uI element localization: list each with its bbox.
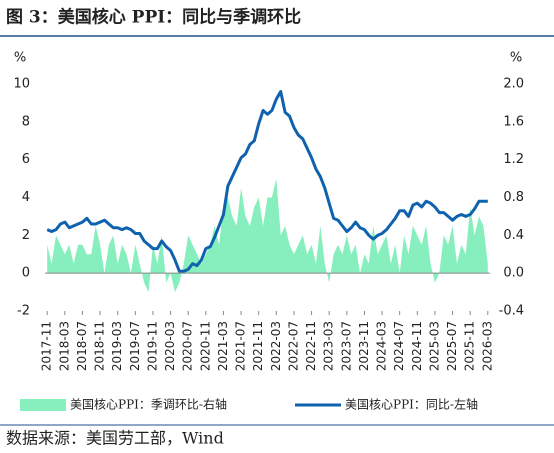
x-tick-label: 2021-11 xyxy=(251,321,265,371)
x-tick-label: 2018-07 xyxy=(75,321,89,371)
x-tick-label: 2019-03 xyxy=(110,321,124,371)
x-tick-label: 2025-03 xyxy=(427,321,441,371)
x-tick-label: 2019-07 xyxy=(128,321,142,371)
x-tick-label: 2022-07 xyxy=(286,321,300,371)
x-tick-label: 2022-03 xyxy=(269,321,283,371)
x-tick-label: 2024-03 xyxy=(375,321,389,371)
x-tick-label: 2018-03 xyxy=(57,321,71,371)
x-tick-label: 2022-11 xyxy=(304,321,318,371)
x-tick-label: 2024-07 xyxy=(392,321,406,371)
y2-tick-label: 1.6 xyxy=(503,114,524,129)
source: 数据来源：美国劳工部，Wind xyxy=(6,429,224,448)
area xyxy=(47,178,488,293)
line xyxy=(46,90,488,273)
x-tick-label: 2018-11 xyxy=(93,321,107,371)
x-tick-label: 2026-03 xyxy=(480,321,494,371)
y-tick-label: 4 xyxy=(22,190,30,205)
y-tick-label: 0 xyxy=(22,266,30,281)
y2-tick-label: 0.0 xyxy=(503,266,524,281)
x-tick-label: 2021-03 xyxy=(216,321,230,371)
chart-title: 图 3：美国核心 PPI：同比与季调环比 xyxy=(6,7,301,28)
x-tick-label: 2023-07 xyxy=(339,321,353,371)
y2-unit: % xyxy=(510,51,522,66)
legend-label: 美国核心PPI：同比-左轴 xyxy=(345,397,478,412)
legend-swatch xyxy=(20,399,66,411)
y-unit: % xyxy=(14,51,26,66)
x-tick-label: 2017-11 xyxy=(40,321,54,371)
legend-label: 美国核心PPI：季调环比-右轴 xyxy=(70,397,227,412)
y2-tick-label: 0.4 xyxy=(503,228,524,243)
x-tick-label: 2020-07 xyxy=(181,321,195,371)
y2-tick-label: -0.4 xyxy=(499,304,524,319)
x-tick-label: 2025-11 xyxy=(463,321,477,371)
y-tick-label: -2 xyxy=(17,304,30,319)
y2-tick-label: 1.2 xyxy=(503,152,524,167)
x-tick-label: 2021-07 xyxy=(234,321,248,371)
x-tick-label: 2024-11 xyxy=(410,321,424,371)
y-tick-label: 6 xyxy=(22,152,30,167)
y-tick-label: 10 xyxy=(13,77,30,92)
x-tick-label: 2020-11 xyxy=(198,321,212,371)
x-tick-label: 2020-03 xyxy=(163,321,177,371)
y2-tick-label: 0.8 xyxy=(503,190,524,205)
x-tick-label: 2023-11 xyxy=(357,321,371,371)
x-tick-label: 2019-11 xyxy=(145,321,159,371)
x-tick-label: 2025-07 xyxy=(445,321,459,371)
y-tick-label: 8 xyxy=(22,114,30,129)
y2-tick-label: 2.0 xyxy=(503,77,524,92)
x-tick-label: 2023-03 xyxy=(322,321,336,371)
y-tick-label: 2 xyxy=(22,228,30,243)
